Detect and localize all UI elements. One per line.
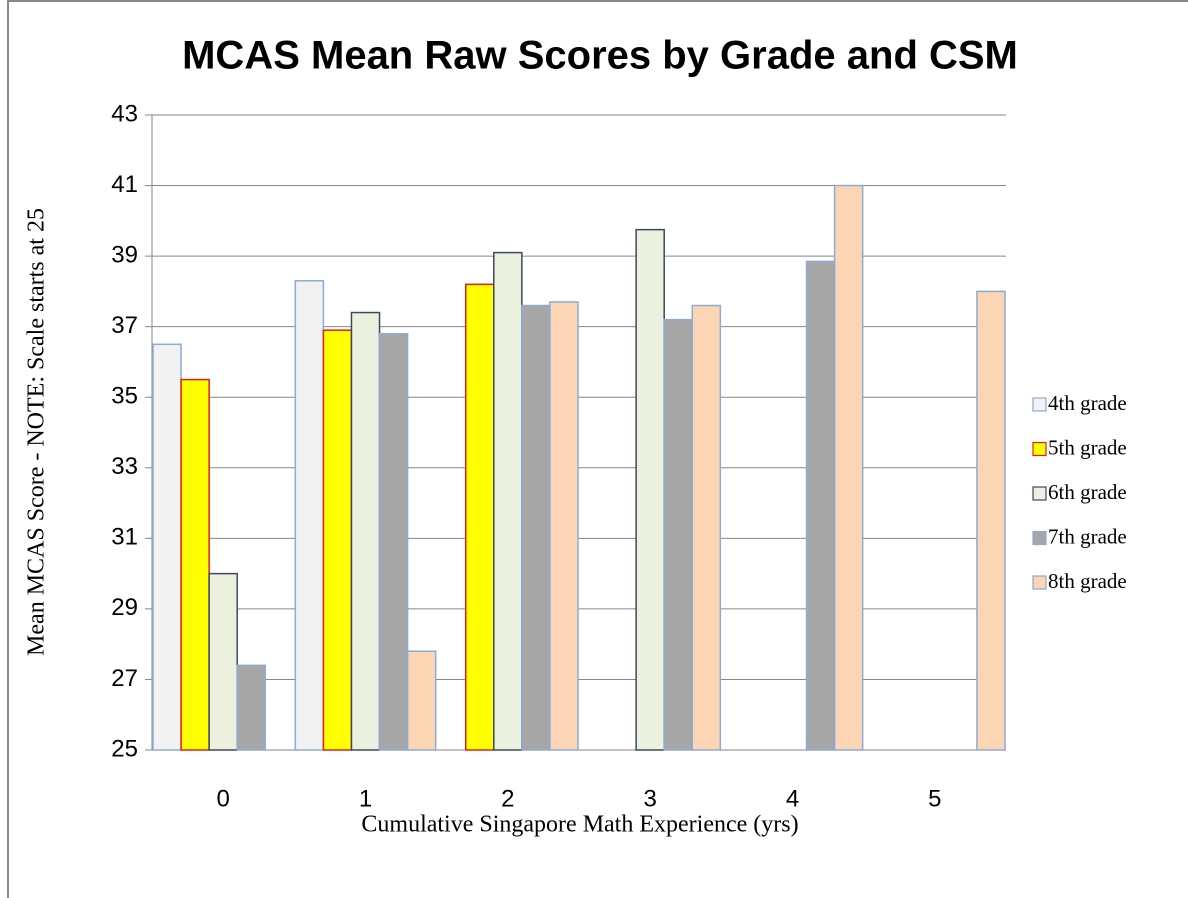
y-tick-label: 29 [111,594,138,621]
y-tick-label: 35 [111,383,138,410]
legend-label: 6th grade [1048,480,1127,504]
chart-title: MCAS Mean Raw Scores by Grade and CSM [182,34,1018,78]
y-tick-label: 41 [111,171,138,198]
bar [464,283,495,751]
bar [493,251,523,751]
bar [635,228,665,751]
y-tick-label: 39 [111,241,138,268]
bar [976,290,1006,751]
bar [521,304,551,751]
legend-label: 4th grade [1048,391,1127,415]
legend-swatch [1032,486,1047,501]
legend-label: 8th grade [1048,569,1127,593]
y-axis-label: Mean MCAS Score - NOTE: Scale starts at … [24,208,50,656]
x-tick-label: 3 [643,785,656,812]
bar [406,650,437,751]
bar [805,260,836,751]
x-tick-label: 5 [928,785,941,812]
bar [322,329,353,751]
x-tick-label: 2 [501,785,514,812]
bar [208,572,238,751]
legend-label: 7th grade [1048,524,1127,548]
x-tick-label: 0 [216,785,229,812]
x-tick-label: 4 [786,785,799,812]
bar [833,184,864,751]
bar [691,304,722,751]
bar [294,280,325,751]
bar [152,343,182,751]
y-tick-label: 33 [111,453,138,480]
bar [350,311,381,751]
y-tick-label: 37 [111,312,138,339]
bar [180,378,210,751]
x-tick-label: 1 [359,785,372,812]
legend-swatch [1032,441,1047,457]
legend-label: 5th grade [1048,435,1127,459]
y-tick-label: 27 [111,665,138,692]
x-axis-label: Cumulative Singapore Math Experience (yr… [361,812,798,838]
bar [378,332,409,751]
bar [236,664,267,751]
legend-swatch [1032,397,1047,412]
y-tick-label: 25 [111,735,138,762]
y-tick-label: 43 [111,100,138,127]
bar [549,301,579,751]
legend-swatch [1032,530,1047,546]
bar [663,318,694,751]
legend-swatch [1032,575,1047,590]
y-tick-label: 31 [111,524,138,551]
